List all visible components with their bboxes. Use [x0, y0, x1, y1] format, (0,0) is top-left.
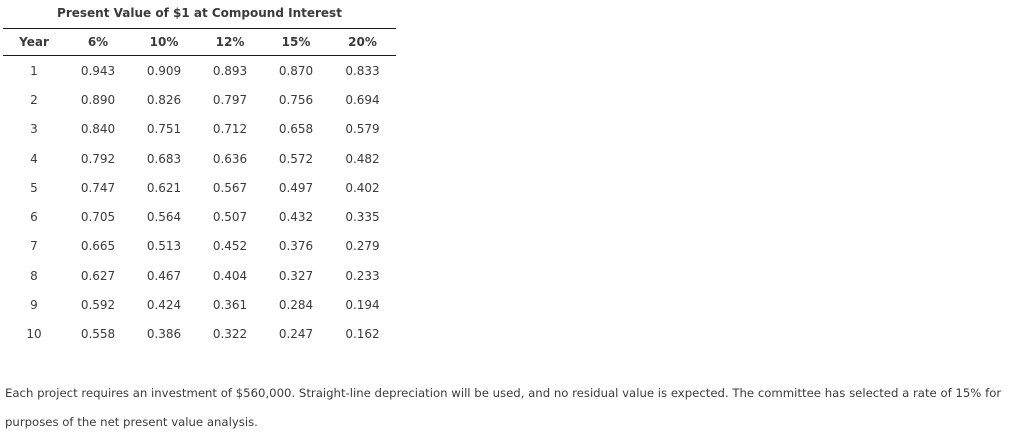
table-row: 5 0.747 0.621 0.567 0.497 0.402 [3, 173, 396, 202]
table-header-row: Year 6% 10% 12% 15% 20% [3, 28, 396, 56]
table-row: 8 0.627 0.467 0.404 0.327 0.233 [3, 261, 396, 290]
value-cell: 0.162 [345, 327, 380, 342]
present-value-table: Year 6% 10% 12% 15% 20% 1 0.943 0.909 0.893 0.870… [3, 28, 396, 349]
value-cell: 0.402 [345, 180, 380, 195]
value-cell: 0.694 [345, 92, 380, 107]
column-header: Year [3, 28, 65, 56]
value-cell: 0.627 [80, 268, 116, 283]
column-header: 6% [65, 28, 131, 56]
value-cell: 0.376 [278, 239, 314, 254]
value-cell: 0.592 [80, 298, 116, 313]
value-cell: 0.233 [345, 268, 380, 283]
value-cell: 0.712 [212, 122, 248, 137]
column-header: 15% [263, 28, 329, 56]
value-cell: 0.658 [278, 122, 314, 137]
value-cell: 0.893 [212, 63, 248, 78]
value-cell: 0.826 [146, 92, 182, 107]
value-cell: 0.564 [146, 210, 182, 225]
table-row: 9 0.592 0.424 0.361 0.284 0.194 [3, 290, 396, 319]
value-cell: 0.284 [278, 298, 314, 313]
table-row: 10 0.558 0.386 0.322 0.247 0.162 [3, 320, 396, 349]
value-cell: 0.756 [278, 92, 314, 107]
value-cell: 0.840 [80, 122, 116, 137]
table-row: 2 0.890 0.826 0.797 0.756 0.694 [3, 85, 396, 114]
year-cell: 3 [30, 122, 38, 137]
year-cell: 8 [30, 268, 38, 283]
value-cell: 0.797 [212, 92, 248, 107]
value-cell: 0.432 [278, 210, 314, 225]
value-cell: 0.452 [212, 239, 248, 254]
value-cell: 0.579 [345, 122, 380, 137]
value-cell: 0.482 [345, 151, 380, 166]
value-cell: 0.404 [212, 268, 248, 283]
value-cell: 0.943 [80, 63, 116, 78]
column-header: 20% [329, 28, 396, 56]
value-cell: 0.194 [345, 298, 380, 313]
present-value-table-section: Present Value of $1 at Compound Interest… [3, 0, 396, 349]
table-row: 7 0.665 0.513 0.452 0.376 0.279 [3, 232, 396, 261]
problem-description: Each project requires an investment of $… [5, 385, 1002, 429]
table-row: 3 0.840 0.751 0.712 0.658 0.579 [3, 115, 396, 144]
value-cell: 0.705 [80, 210, 116, 225]
year-cell: 1 [30, 63, 38, 78]
value-cell: 0.361 [212, 298, 248, 313]
value-cell: 0.909 [146, 63, 182, 78]
value-cell: 0.683 [146, 151, 182, 166]
value-cell: 0.870 [278, 63, 314, 78]
value-cell: 0.621 [146, 180, 182, 195]
table-row: 6 0.705 0.564 0.507 0.432 0.335 [3, 202, 396, 231]
value-cell: 0.558 [80, 327, 116, 342]
column-header: 10% [131, 28, 197, 56]
year-cell: 6 [30, 210, 38, 225]
year-cell: 5 [30, 180, 38, 195]
year-cell: 7 [30, 239, 38, 254]
value-cell: 0.567 [212, 180, 248, 195]
column-header: 12% [197, 28, 263, 56]
table-title: Present Value of $1 at Compound Interest [57, 6, 342, 20]
value-cell: 0.386 [146, 327, 182, 342]
table-row: 1 0.943 0.909 0.893 0.870 0.833 [3, 56, 396, 86]
value-cell: 0.497 [278, 180, 314, 195]
year-cell: 10 [26, 327, 42, 342]
value-cell: 0.751 [146, 122, 182, 137]
year-cell: 4 [30, 151, 38, 166]
year-cell: 2 [30, 92, 38, 107]
year-cell: 9 [30, 298, 38, 313]
value-cell: 0.279 [345, 239, 380, 254]
value-cell: 0.467 [146, 268, 182, 283]
value-cell: 0.572 [278, 151, 314, 166]
value-cell: 0.833 [345, 63, 380, 78]
value-cell: 0.327 [278, 268, 314, 283]
value-cell: 0.747 [80, 180, 116, 195]
value-cell: 0.513 [146, 239, 182, 254]
value-cell: 0.665 [80, 239, 116, 254]
value-cell: 0.322 [212, 327, 248, 342]
value-cell: 0.792 [80, 151, 116, 166]
value-cell: 0.424 [146, 298, 182, 313]
value-cell: 0.335 [345, 210, 380, 225]
table-row: 4 0.792 0.683 0.636 0.572 0.482 [3, 144, 396, 173]
value-cell: 0.247 [278, 327, 314, 342]
value-cell: 0.507 [212, 210, 248, 225]
value-cell: 0.636 [212, 151, 248, 166]
value-cell: 0.890 [80, 92, 116, 107]
